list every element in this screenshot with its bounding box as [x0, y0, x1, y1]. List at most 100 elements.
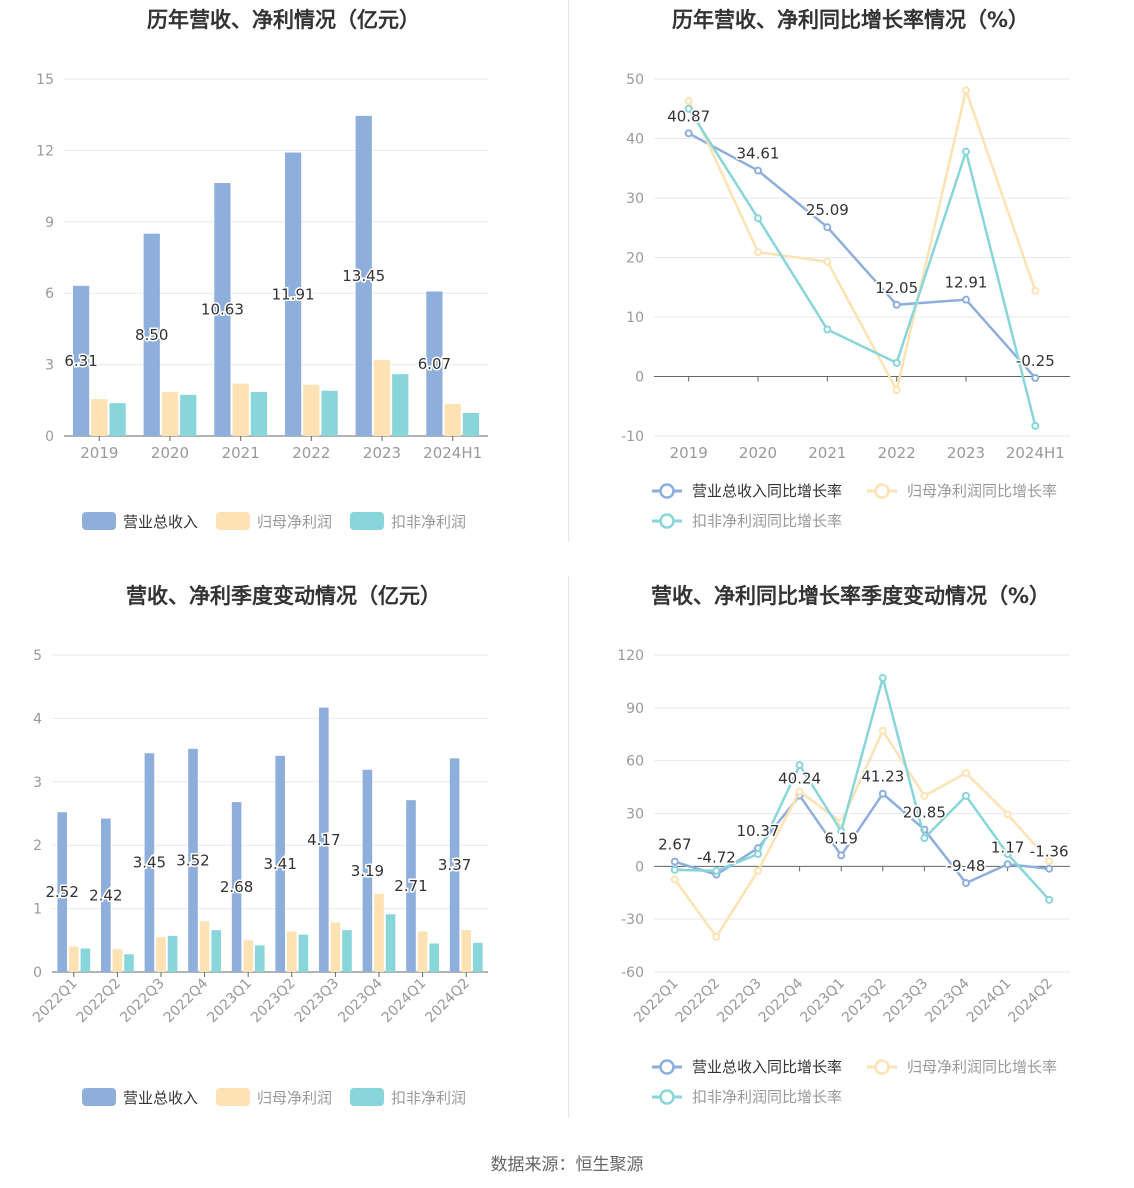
data-point [1045, 864, 1054, 873]
bar-归母净利润 [374, 894, 384, 972]
data-point [754, 850, 762, 859]
data-label: 11.91 [272, 285, 315, 303]
data-label: 6.07 [418, 355, 451, 373]
x-tick-label: 2019 [670, 444, 708, 462]
data-point [670, 865, 679, 874]
data-label: 34.61 [737, 145, 780, 163]
data-point [795, 787, 804, 796]
bar-营业总收入 [406, 800, 416, 972]
y-tick-label: 0 [45, 429, 54, 445]
quarterly-bar-chart: 0123452022Q12022Q22022Q32022Q42023Q12023… [30, 648, 488, 1107]
data-point [670, 875, 679, 884]
y-tick-label: 3 [45, 358, 54, 374]
bar-归母净利润 [156, 937, 166, 972]
bar-归母净利润 [199, 921, 210, 972]
bar-营业总收入 [284, 152, 302, 437]
legend-label: 扣非净利润 [391, 513, 466, 531]
legend-label: 扣非净利润同比增长率 [692, 1088, 842, 1106]
bar-扣非净利润 [124, 954, 134, 972]
y-tick-label: 90 [626, 701, 644, 717]
x-tick-label: 2022Q1 [30, 976, 81, 1027]
bar-扣非净利润 [298, 934, 309, 972]
legend-swatch [350, 1088, 384, 1106]
bar-归母净利润 [287, 931, 297, 972]
bar-营业总收入 [449, 758, 460, 972]
data-label: 2.67 [658, 836, 691, 854]
data-label: 3.41 [264, 855, 297, 873]
series-line-扣非净利润同比增长率 [687, 108, 1037, 427]
legend-marker [659, 483, 675, 499]
bar-营业总收入 [57, 812, 68, 972]
x-tick-label: 2020 [151, 444, 189, 462]
chart-title: 营收、净利同比增长率季度变动情况（%） [650, 584, 1051, 608]
chart-title: 历年营收、净利情况（亿元） [147, 8, 420, 32]
data-point [962, 86, 970, 95]
legend-label: 营业总收入同比增长率 [692, 482, 842, 500]
x-tick-label: 2024H1 [1006, 444, 1065, 462]
bar-扣非净利润 [80, 948, 91, 972]
bar-归母净利润 [161, 391, 179, 436]
y-tick-label: 1 [33, 902, 42, 918]
data-label: 10.63 [201, 301, 244, 319]
data-label: 13.45 [342, 267, 385, 285]
data-label: 2.68 [220, 878, 253, 896]
legend-marker [659, 1089, 675, 1105]
bar-归母净利润 [417, 931, 428, 972]
x-tick-label: 2023Q4 [335, 975, 386, 1026]
x-tick-label: 2023Q3 [292, 976, 343, 1027]
data-point [684, 97, 693, 106]
bar-营业总收入 [355, 115, 372, 436]
data-point [1031, 421, 1040, 430]
data-label: -0.25 [1016, 352, 1055, 370]
divider [568, 576, 569, 1118]
data-point [878, 789, 887, 798]
x-tick-label: 2024Q2 [422, 976, 473, 1027]
bar-营业总收入 [426, 291, 443, 436]
y-tick-label: 0 [635, 370, 644, 386]
annual-bar-panel: 历年营收、净利情况（亿元） 0 3 6 9 12 15 2019 2020 2021 2022 20… [0, 0, 567, 576]
y-tick-label: 12 [36, 143, 54, 159]
legend-swatch [82, 1088, 116, 1106]
divider [568, 0, 569, 542]
x-tick-label: 2022Q3 [714, 976, 765, 1027]
data-label: 40.24 [778, 769, 821, 787]
data-label: 6.19 [824, 829, 857, 847]
data-label: 25.09 [806, 201, 849, 219]
legend-swatch [216, 512, 250, 530]
y-tick-label: 30 [626, 191, 644, 207]
data-point [962, 295, 970, 304]
y-tick-label: 0 [33, 965, 42, 981]
data-label: 2.42 [89, 886, 122, 904]
x-tick-label: 2022 [292, 444, 330, 462]
quarterly-bar-panel: 营收、净利季度变动情况（亿元） 0 1 2 3 4 5 2022Q1 2022Q2 2022Q3… [0, 576, 567, 1152]
data-point [1031, 373, 1040, 382]
quarterly-growth-chart: -60 -30 0 30 60 90 120 2022Q12022Q22022Q32022Q4… [617, 648, 1070, 1106]
data-label: 2.71 [394, 877, 427, 895]
y-tick-label: 50 [626, 72, 644, 88]
legend-label: 归母净利润同比增长率 [907, 482, 1057, 500]
bar-扣非净利润 [429, 943, 439, 972]
annual-bar-chart: 0 3 6 9 12 15 2019 2020 2021 2022 2023 2024H1 6.31 8.… [36, 72, 488, 531]
y-tick-label: 120 [617, 648, 644, 664]
y-tick-label: 5 [33, 648, 42, 664]
x-tick-label: 2022Q4 [161, 975, 212, 1026]
legend-label: 归母净利润 [257, 513, 332, 531]
data-label: 10.37 [737, 822, 780, 840]
bar-扣非净利润 [462, 412, 480, 436]
y-tick-label: 4 [33, 711, 42, 727]
x-tick-label: 2023Q2 [248, 976, 299, 1027]
data-point [754, 866, 762, 875]
data-label: 8.50 [135, 326, 168, 344]
x-tick-label: 2023Q1 [204, 976, 255, 1027]
quarterly-growth-panel: 营收、净利同比增长率季度变动情况（%） -60 -30 0 30 60 90 120 2022… [567, 576, 1134, 1152]
bar-营业总收入 [231, 802, 242, 972]
data-point [1003, 810, 1012, 819]
x-tick-label: 2024Q2 [1005, 976, 1056, 1027]
x-tick-label: 2022Q1 [631, 976, 682, 1027]
data-point [1045, 895, 1054, 904]
data-label: 6.31 [64, 352, 97, 370]
y-tick-label: 2 [33, 838, 42, 854]
y-tick-label: 6 [45, 286, 54, 302]
bar-扣非净利润 [321, 390, 338, 436]
data-point [1003, 850, 1012, 859]
